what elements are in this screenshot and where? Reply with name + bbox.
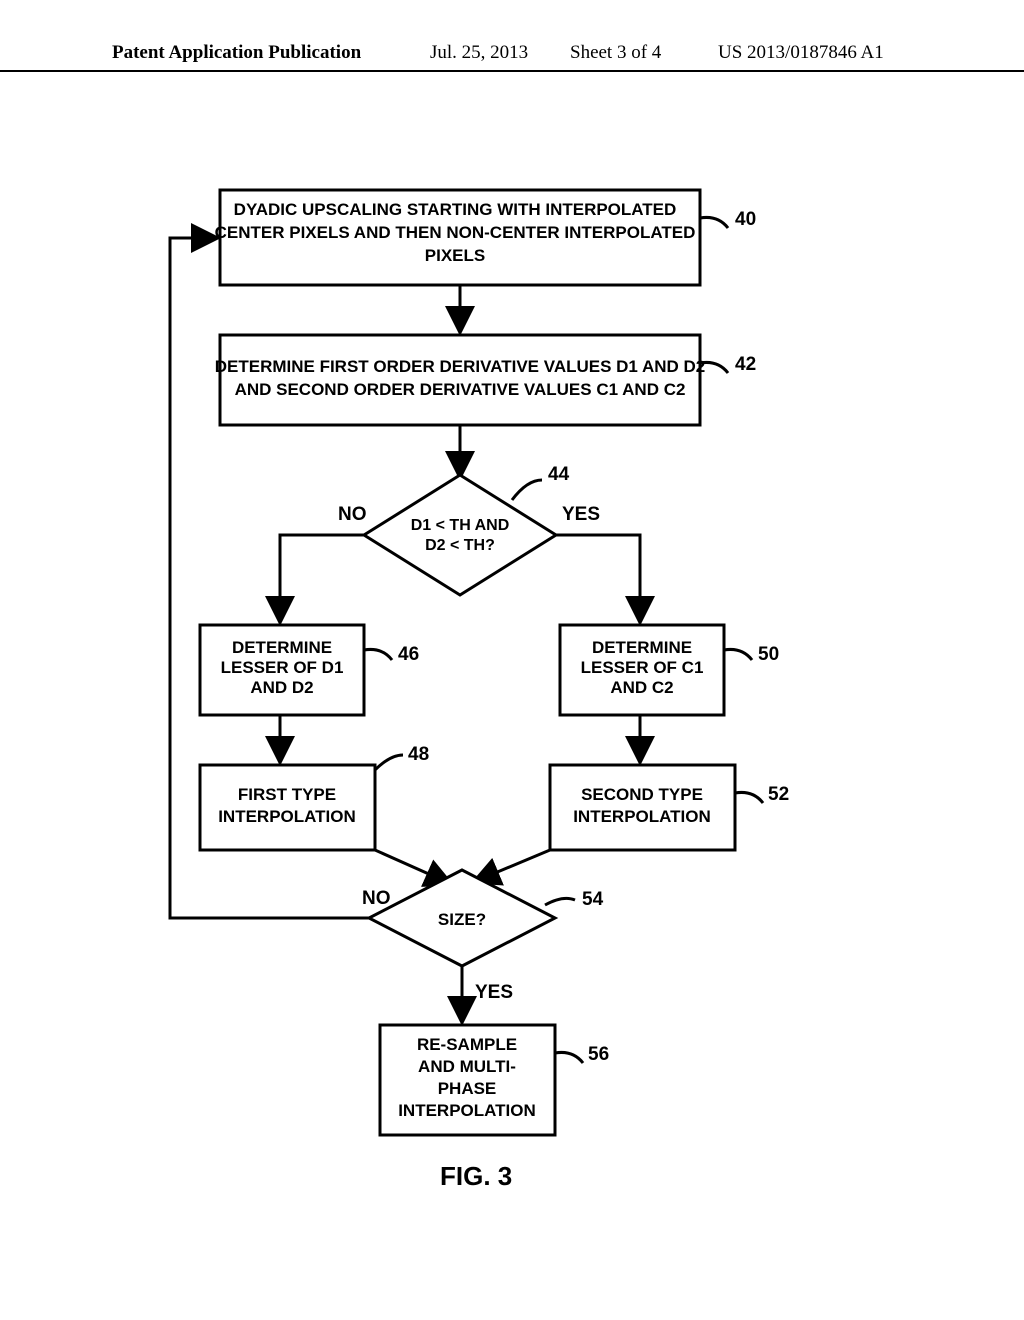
- ref-56: 56: [588, 1044, 609, 1065]
- leader-40: [700, 217, 728, 228]
- node-50-line2: LESSER OF C1: [581, 658, 704, 677]
- node-40-line3: PIXELS: [425, 246, 485, 265]
- node-50-line1: DETERMINE: [592, 638, 692, 657]
- label-yes-44: YES: [562, 504, 600, 525]
- leader-48: [375, 755, 403, 770]
- node-56-line1: RE-SAMPLE: [417, 1035, 517, 1054]
- ref-40: 40: [735, 209, 756, 230]
- label-no-44: NO: [338, 504, 367, 525]
- header-sheet: Sheet 3 of 4: [570, 42, 661, 64]
- node-40-line1: DYADIC UPSCALING STARTING WITH INTERPOLA…: [234, 200, 677, 219]
- node-40-line2: CENTER PIXELS AND THEN NON-CENTER INTERP…: [215, 223, 696, 242]
- edge-48-54: [375, 850, 449, 883]
- header-date: Jul. 25, 2013: [430, 42, 528, 64]
- leader-56: [555, 1052, 583, 1063]
- node-50-line3: AND C2: [610, 678, 673, 697]
- label-no-54: NO: [362, 888, 391, 909]
- edge-44-yes: [556, 535, 640, 620]
- node-46-line3: AND D2: [250, 678, 313, 697]
- ref-44: 44: [548, 464, 570, 485]
- node-44-line1: D1 < TH AND: [411, 517, 510, 534]
- header-pubnum: US 2013/0187846 A1: [718, 42, 884, 64]
- ref-52: 52: [768, 784, 789, 805]
- node-42-line2: AND SECOND ORDER DERIVATIVE VALUES C1 AN…: [235, 380, 686, 399]
- leader-44: [512, 480, 542, 500]
- node-44: [364, 475, 556, 595]
- node-56-line4: INTERPOLATION: [398, 1101, 536, 1120]
- flowchart: DYADIC UPSCALING STARTING WITH INTERPOLA…: [0, 150, 1024, 1270]
- node-44-line2: D2 < TH?: [425, 537, 495, 554]
- node-52-line2: INTERPOLATION: [573, 807, 711, 826]
- edge-52-54: [476, 850, 550, 881]
- node-42-line1: DETERMINE FIRST ORDER DERIVATIVE VALUES …: [215, 357, 706, 376]
- page: Patent Application Publication Jul. 25, …: [0, 0, 1024, 1320]
- node-46-line2: LESSER OF D1: [221, 658, 344, 677]
- node-52-line1: SECOND TYPE: [581, 785, 703, 804]
- node-48-line1: FIRST TYPE: [238, 785, 336, 804]
- node-54-line1: SIZE?: [438, 910, 486, 929]
- node-56-line2: AND MULTI-: [418, 1057, 516, 1076]
- leader-46: [364, 649, 392, 660]
- ref-46: 46: [398, 644, 419, 665]
- leader-54: [545, 898, 575, 905]
- figure-caption: FIG. 3: [440, 1161, 512, 1191]
- edge-44-no: [280, 535, 364, 620]
- ref-48: 48: [408, 744, 429, 765]
- ref-42: 42: [735, 354, 756, 375]
- node-46-line1: DETERMINE: [232, 638, 332, 657]
- leader-50: [724, 649, 752, 660]
- ref-50: 50: [758, 644, 779, 665]
- header-publication-label: Patent Application Publication: [112, 42, 361, 64]
- header-rule: [0, 70, 1024, 72]
- node-56-line3: PHASE: [438, 1079, 497, 1098]
- node-48-line2: INTERPOLATION: [218, 807, 356, 826]
- ref-54: 54: [582, 889, 604, 910]
- leader-52: [735, 792, 763, 803]
- label-yes-54: YES: [475, 982, 513, 1003]
